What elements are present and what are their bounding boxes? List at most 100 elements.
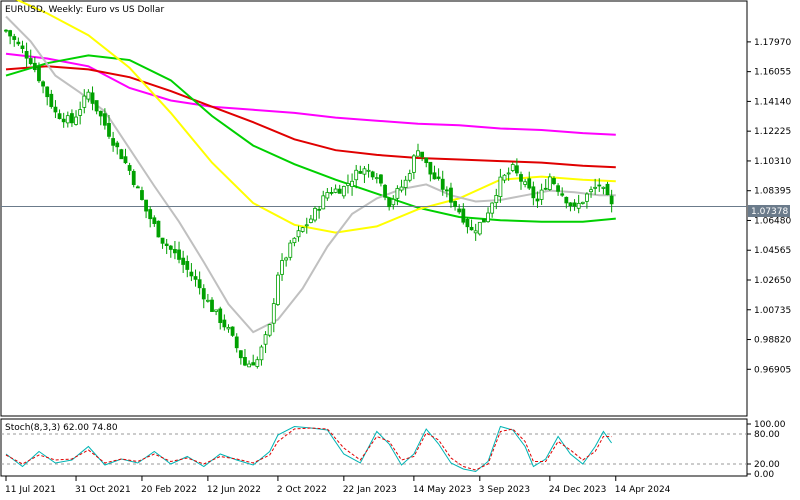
candle[interactable]	[346, 174, 350, 194]
candle[interactable]	[304, 217, 309, 234]
candle[interactable]	[428, 161, 433, 182]
candle[interactable]	[469, 219, 474, 231]
candle[interactable]	[53, 100, 58, 119]
candle[interactable]	[49, 89, 54, 109]
candle[interactable]	[144, 199, 148, 219]
candle[interactable]	[37, 62, 41, 83]
candle[interactable]	[601, 186, 606, 195]
candle[interactable]	[119, 148, 124, 160]
candle[interactable]	[589, 186, 593, 198]
candle[interactable]	[535, 191, 540, 208]
candle[interactable]	[61, 112, 66, 128]
candle[interactable]	[387, 197, 392, 211]
candle[interactable]	[576, 194, 581, 214]
candle[interactable]	[90, 86, 95, 111]
candle[interactable]	[185, 255, 190, 278]
candle[interactable]	[28, 49, 33, 66]
candle[interactable]	[411, 154, 416, 180]
candle[interactable]	[123, 148, 128, 165]
candle[interactable]	[222, 314, 227, 331]
candle[interactable]	[308, 214, 313, 224]
candle[interactable]	[366, 163, 371, 178]
candle[interactable]	[173, 240, 177, 260]
candle[interactable]	[403, 175, 408, 196]
candle[interactable]	[341, 185, 346, 199]
candle[interactable]	[263, 331, 268, 354]
candle[interactable]	[131, 169, 136, 188]
candle[interactable]	[383, 183, 387, 201]
candle[interactable]	[350, 173, 354, 196]
candle[interactable]	[177, 241, 181, 264]
candle[interactable]	[436, 168, 441, 181]
candle[interactable]	[189, 263, 194, 282]
candle[interactable]	[399, 179, 404, 193]
candle[interactable]	[205, 293, 210, 303]
candle[interactable]	[41, 80, 45, 94]
candle[interactable]	[593, 178, 598, 195]
candle[interactable]	[168, 244, 173, 258]
candle[interactable]	[284, 256, 289, 267]
candle[interactable]	[543, 179, 548, 191]
candle[interactable]	[57, 109, 62, 120]
candle[interactable]	[243, 349, 247, 367]
candle[interactable]	[296, 225, 301, 242]
candle[interactable]	[78, 101, 83, 125]
candle[interactable]	[568, 202, 573, 212]
candle[interactable]	[444, 186, 449, 198]
candle[interactable]	[432, 165, 437, 180]
candle[interactable]	[407, 169, 412, 183]
candle[interactable]	[552, 176, 556, 186]
candle[interactable]	[482, 218, 486, 223]
candle[interactable]	[111, 131, 116, 152]
candle[interactable]	[510, 162, 515, 173]
candle[interactable]	[271, 298, 276, 333]
candle[interactable]	[329, 187, 334, 196]
candle[interactable]	[539, 183, 544, 205]
candle[interactable]	[135, 185, 140, 189]
candle[interactable]	[247, 360, 251, 368]
candle[interactable]	[473, 223, 478, 241]
candle[interactable]	[556, 183, 560, 196]
candle[interactable]	[395, 185, 400, 206]
candle[interactable]	[379, 174, 383, 187]
candle[interactable]	[259, 344, 264, 366]
candle[interactable]	[267, 323, 272, 338]
candle[interactable]	[370, 170, 375, 180]
candle[interactable]	[362, 166, 367, 184]
candle[interactable]	[560, 187, 565, 197]
candle[interactable]	[498, 168, 503, 203]
candle[interactable]	[94, 100, 99, 115]
main-chart-area[interactable]	[0, 0, 748, 417]
candle[interactable]	[527, 171, 532, 191]
candle[interactable]	[65, 111, 70, 128]
candle[interactable]	[45, 86, 50, 106]
candle[interactable]	[374, 173, 379, 184]
candle[interactable]	[218, 306, 223, 330]
candle[interactable]	[449, 182, 453, 208]
candle[interactable]	[12, 33, 17, 47]
candle[interactable]	[564, 196, 569, 209]
candle[interactable]	[16, 37, 21, 47]
candle[interactable]	[238, 350, 243, 365]
candle[interactable]	[506, 167, 511, 181]
candle[interactable]	[502, 174, 507, 184]
candle[interactable]	[416, 143, 420, 157]
candle[interactable]	[486, 207, 490, 223]
candle[interactable]	[156, 220, 161, 238]
candle[interactable]	[531, 181, 536, 206]
candle[interactable]	[457, 204, 462, 215]
candle[interactable]	[424, 157, 429, 168]
candle[interactable]	[440, 170, 445, 196]
candle[interactable]	[102, 108, 107, 130]
candle[interactable]	[82, 89, 87, 114]
candle[interactable]	[609, 189, 614, 213]
candle[interactable]	[321, 190, 326, 210]
candle[interactable]	[193, 269, 198, 287]
candle[interactable]	[391, 195, 396, 210]
candle[interactable]	[4, 29, 8, 33]
candle[interactable]	[354, 164, 359, 189]
candle[interactable]	[148, 206, 153, 228]
candle[interactable]	[288, 239, 293, 261]
candle[interactable]	[226, 324, 231, 333]
